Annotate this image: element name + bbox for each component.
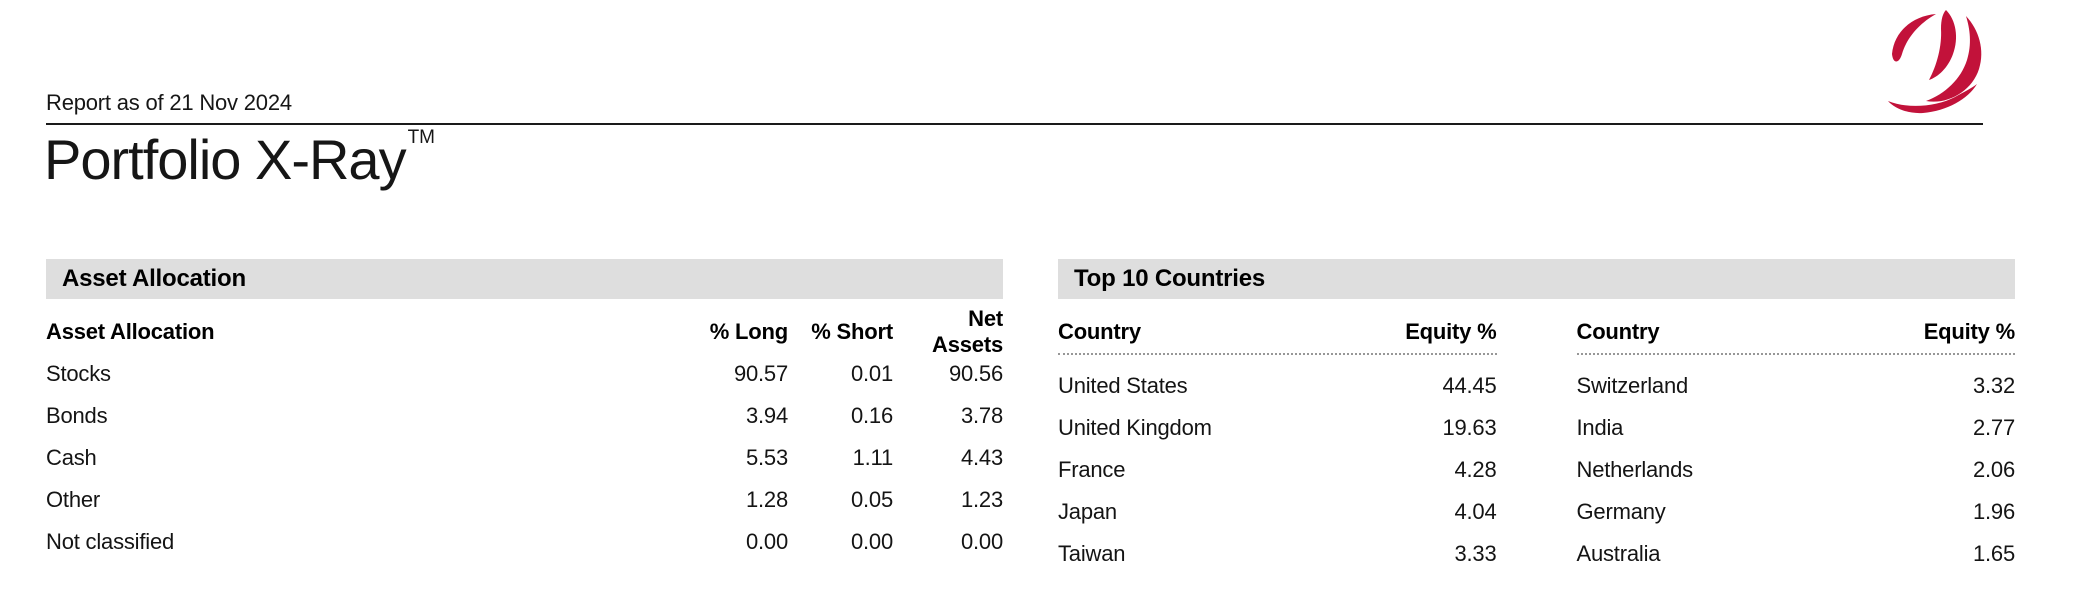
asset-row-pct-long: 5.53 — [745, 445, 788, 470]
equity-value: 3.32 — [1972, 373, 2015, 398]
asset-row-pct-short: 0.16 — [850, 403, 893, 428]
country-table-1-header: Country Equity % — [1058, 311, 1497, 355]
equity-value: 1.65 — [1972, 541, 2015, 566]
col-header-pct-short: % Short — [811, 319, 893, 344]
col-header-asset-allocation: Asset Allocation — [46, 319, 215, 344]
country-name: Germany — [1576, 499, 1666, 524]
col-header-pct-long: % Long — [709, 319, 788, 344]
equity-value: 4.28 — [1454, 457, 1497, 482]
asset-allocation-table: Asset Allocation % Long % Short Net Asse… — [46, 306, 1003, 563]
country-row: India 2.77 — [1577, 407, 2016, 449]
asset-row-label: Other — [46, 487, 101, 512]
country-name: Taiwan — [1058, 541, 1126, 566]
col-header-country: Country — [1058, 319, 1141, 344]
country-table-1: Country Equity % United States 44.45 Uni… — [1058, 311, 1497, 575]
asset-allocation-section-title: Asset Allocation — [46, 259, 1003, 299]
col-header-country: Country — [1576, 319, 1660, 344]
country-row: Netherlands 2.06 — [1577, 449, 2016, 491]
asset-row-label: Cash — [46, 445, 97, 470]
equity-value: 2.06 — [1972, 457, 2015, 482]
country-row: Germany 1.96 — [1577, 491, 2016, 533]
asset-row-label: Not classified — [46, 529, 175, 554]
country-name: Switzerland — [1576, 373, 1689, 398]
asset-row-net-assets: 4.43 — [960, 445, 1003, 470]
asset-row-pct-long: 1.28 — [745, 487, 788, 512]
asset-row-pct-short: 0.01 — [850, 361, 893, 386]
country-name: Japan — [1058, 499, 1117, 524]
asset-row-pct-long: 3.94 — [745, 403, 788, 428]
asset-row-net-assets: 3.78 — [960, 403, 1003, 428]
country-name: France — [1058, 457, 1126, 482]
report-date-label: Report as of 21 Nov 2024 — [46, 90, 292, 115]
asset-row-pct-short: 1.11 — [852, 445, 894, 470]
country-row: Switzerland 3.32 — [1577, 365, 2016, 407]
col-header-equity-pct: Equity % — [1405, 319, 1497, 344]
asset-row-net-assets: 0.00 — [960, 529, 1003, 554]
country-name: Netherlands — [1576, 457, 1694, 482]
country-row: Australia 1.65 — [1577, 533, 2016, 575]
country-name: Australia — [1576, 541, 1661, 566]
country-table-2-rows: Switzerland 3.32 India 2.77 Netherlands … — [1577, 365, 2016, 575]
asset-row-pct-long: 0.00 — [745, 529, 788, 554]
col-header-net-assets: Net Assets — [932, 306, 1003, 357]
equity-value: 1.96 — [1972, 499, 2015, 524]
country-tables: Country Equity % United States 44.45 Uni… — [1058, 311, 2015, 575]
equity-value: 19.63 — [1442, 415, 1497, 440]
red-swirl-wing-logo — [1888, 10, 1982, 114]
col-header-equity-pct: Equity % — [1923, 319, 2016, 344]
country-name: India — [1576, 415, 1624, 440]
country-row: United Kingdom 19.63 — [1058, 407, 1497, 449]
country-table-2-header: Country Equity % — [1576, 311, 2016, 355]
header-divider-rule — [46, 123, 1983, 125]
country-row: Japan 4.04 — [1058, 491, 1497, 533]
asset-row-pct-short: 0.00 — [850, 529, 893, 554]
country-table-1-rows: United States 44.45 United Kingdom 19.63… — [1058, 365, 1497, 575]
equity-value: 2.77 — [1972, 415, 2015, 440]
top-countries-section-title: Top 10 Countries — [1058, 259, 2015, 299]
country-row: United States 44.45 — [1058, 365, 1497, 407]
asset-allocation-section: Asset Allocation Asset Allocation % Long… — [46, 259, 1003, 563]
country-name: United States — [1058, 373, 1188, 398]
country-name: United Kingdom — [1058, 415, 1212, 440]
asset-row-pct-short: 0.05 — [850, 487, 893, 512]
page-title: Portfolio X-Ray TM — [44, 127, 436, 191]
equity-value: 4.04 — [1454, 499, 1497, 524]
equity-value: 44.45 — [1442, 373, 1497, 398]
country-row: France 4.28 — [1058, 449, 1497, 491]
asset-row-net-assets: 90.56 — [948, 361, 1003, 386]
top-countries-section: Top 10 Countries Country Equity % United… — [1058, 259, 2015, 575]
country-table-2: Country Equity % Switzerland 3.32 India … — [1576, 311, 2016, 575]
asset-row-label: Bonds — [46, 403, 108, 428]
asset-row-label: Stocks — [46, 361, 111, 386]
trademark-superscript: TM — [407, 127, 436, 148]
equity-value: 3.33 — [1454, 541, 1497, 566]
country-row: Taiwan 3.33 — [1058, 533, 1497, 575]
page-title-text: Portfolio X-Ray — [44, 128, 407, 191]
asset-row-net-assets: 1.23 — [960, 487, 1003, 512]
asset-row-pct-long: 90.57 — [733, 361, 788, 386]
